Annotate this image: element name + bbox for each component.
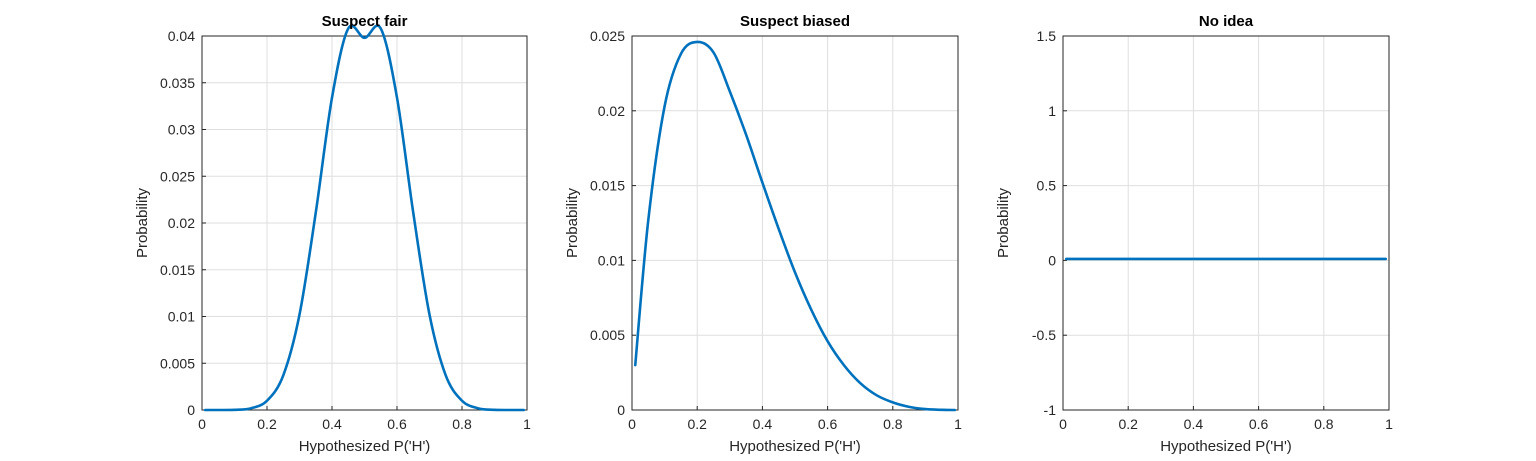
x-tick-label-0-4: 0.4 [1184, 416, 1204, 432]
y-tick-label-0-01: 0.01 [598, 252, 625, 268]
x-tick-label-0-8: 0.8 [883, 416, 903, 432]
ticks: 0 0.2 0.4 0.6 0.8 1 0 0.005 0.01 0.015 0.02 0.025 [590, 28, 962, 432]
y-tick-label-0-04: 0.04 [168, 28, 195, 44]
y-tick-label-0-015: 0.015 [590, 178, 625, 194]
y-tick-label-0-03: 0.03 [168, 122, 195, 138]
ticks: 0 0.2 0.4 0.6 0.8 1 -1 -0.5 0 0.5 1 1.5 [1032, 28, 1393, 432]
grid [1063, 36, 1389, 410]
series-line-0 [203, 24, 526, 412]
y-tick-label-0-025: 0.025 [590, 28, 625, 44]
x-tick-label-0: 0 [198, 416, 206, 432]
y-tick-label-0-01: 0.01 [168, 309, 195, 325]
axes [1062, 35, 1390, 411]
x-tick-label-0-2: 0.2 [687, 416, 707, 432]
x-axis-label: Hypothesized P('H') [729, 438, 861, 455]
y-tick-label-1-5: 1.5 [1037, 28, 1057, 44]
subplot-no-idea: 0 0.2 0.4 0.6 0.8 1 -1 -0.5 0 0.5 1 1.5 No idea Hyp… [995, 13, 1393, 455]
chart-title: No idea [1199, 13, 1254, 30]
plot-area-border [631, 35, 959, 411]
y-axis-label: Probability [995, 187, 1012, 258]
y-tick-label-0-005: 0.005 [590, 327, 625, 343]
y-axis-label: Probability [134, 187, 151, 258]
y-tick-label-0-5: 0.5 [1037, 178, 1057, 194]
y-tick-label-0: 0 [617, 402, 625, 418]
x-tick-label-1: 1 [1385, 416, 1393, 432]
x-tick-label-0-6: 0.6 [387, 416, 407, 432]
y-tick-label-0-005: 0.005 [160, 355, 195, 371]
x-tick-label-0-2: 0.2 [1118, 416, 1138, 432]
y-tick-label-0-5: -0.5 [1032, 327, 1056, 343]
y-tick-label-0-025: 0.025 [160, 168, 195, 184]
x-axis-label: Hypothesized P('H') [299, 438, 431, 455]
x-tick-label-0: 0 [1059, 416, 1067, 432]
subplot-suspect-biased: 0 0.2 0.4 0.6 0.8 1 0 0.005 0.01 0.015 0.02 0.025 S… [564, 13, 962, 455]
y-tick-label-1: -1 [1044, 402, 1057, 418]
grid [632, 36, 958, 410]
y-tick-label-0-02: 0.02 [168, 215, 195, 231]
x-tick-label-0-8: 0.8 [452, 416, 472, 432]
x-tick-label-0-4: 0.4 [322, 416, 342, 432]
x-tick-label-0-6: 0.6 [818, 416, 838, 432]
x-tick-label-0-6: 0.6 [1249, 416, 1269, 432]
x-tick-label-1: 1 [954, 416, 962, 432]
x-tick-label-0: 0 [628, 416, 636, 432]
y-tick-label-0-035: 0.035 [160, 75, 195, 91]
y-axis-label: Probability [564, 187, 581, 258]
y-tick-label-0-015: 0.015 [160, 262, 195, 278]
x-tick-label-0-4: 0.4 [753, 416, 773, 432]
series-layer [203, 24, 526, 412]
series-layer [633, 40, 957, 412]
y-tick-label-0-02: 0.02 [598, 103, 625, 119]
y-tick-label-1: 1 [1048, 103, 1056, 119]
y-tick-label-0: 0 [187, 402, 195, 418]
x-tick-label-0-8: 0.8 [1314, 416, 1334, 432]
x-tick-label-0-2: 0.2 [257, 416, 277, 432]
axes [631, 35, 959, 411]
subplot-suspect-fair: 0 0.2 0.4 0.6 0.8 1 0 0.005 0.01 0.015 0.02 0.025 0.… [134, 13, 531, 455]
ticks: 0 0.2 0.4 0.6 0.8 1 0 0.005 0.01 0.015 0.02 0.025 0.… [160, 28, 531, 432]
x-axis-label: Hypothesized P('H') [1160, 438, 1292, 455]
x-tick-label-1: 1 [523, 416, 531, 432]
y-tick-label-0: 0 [1048, 252, 1056, 268]
plot-area-border [1062, 35, 1390, 411]
series-line-0 [633, 40, 957, 412]
chart-title: Suspect biased [740, 13, 850, 30]
chart-title: Suspect fair [322, 13, 408, 30]
